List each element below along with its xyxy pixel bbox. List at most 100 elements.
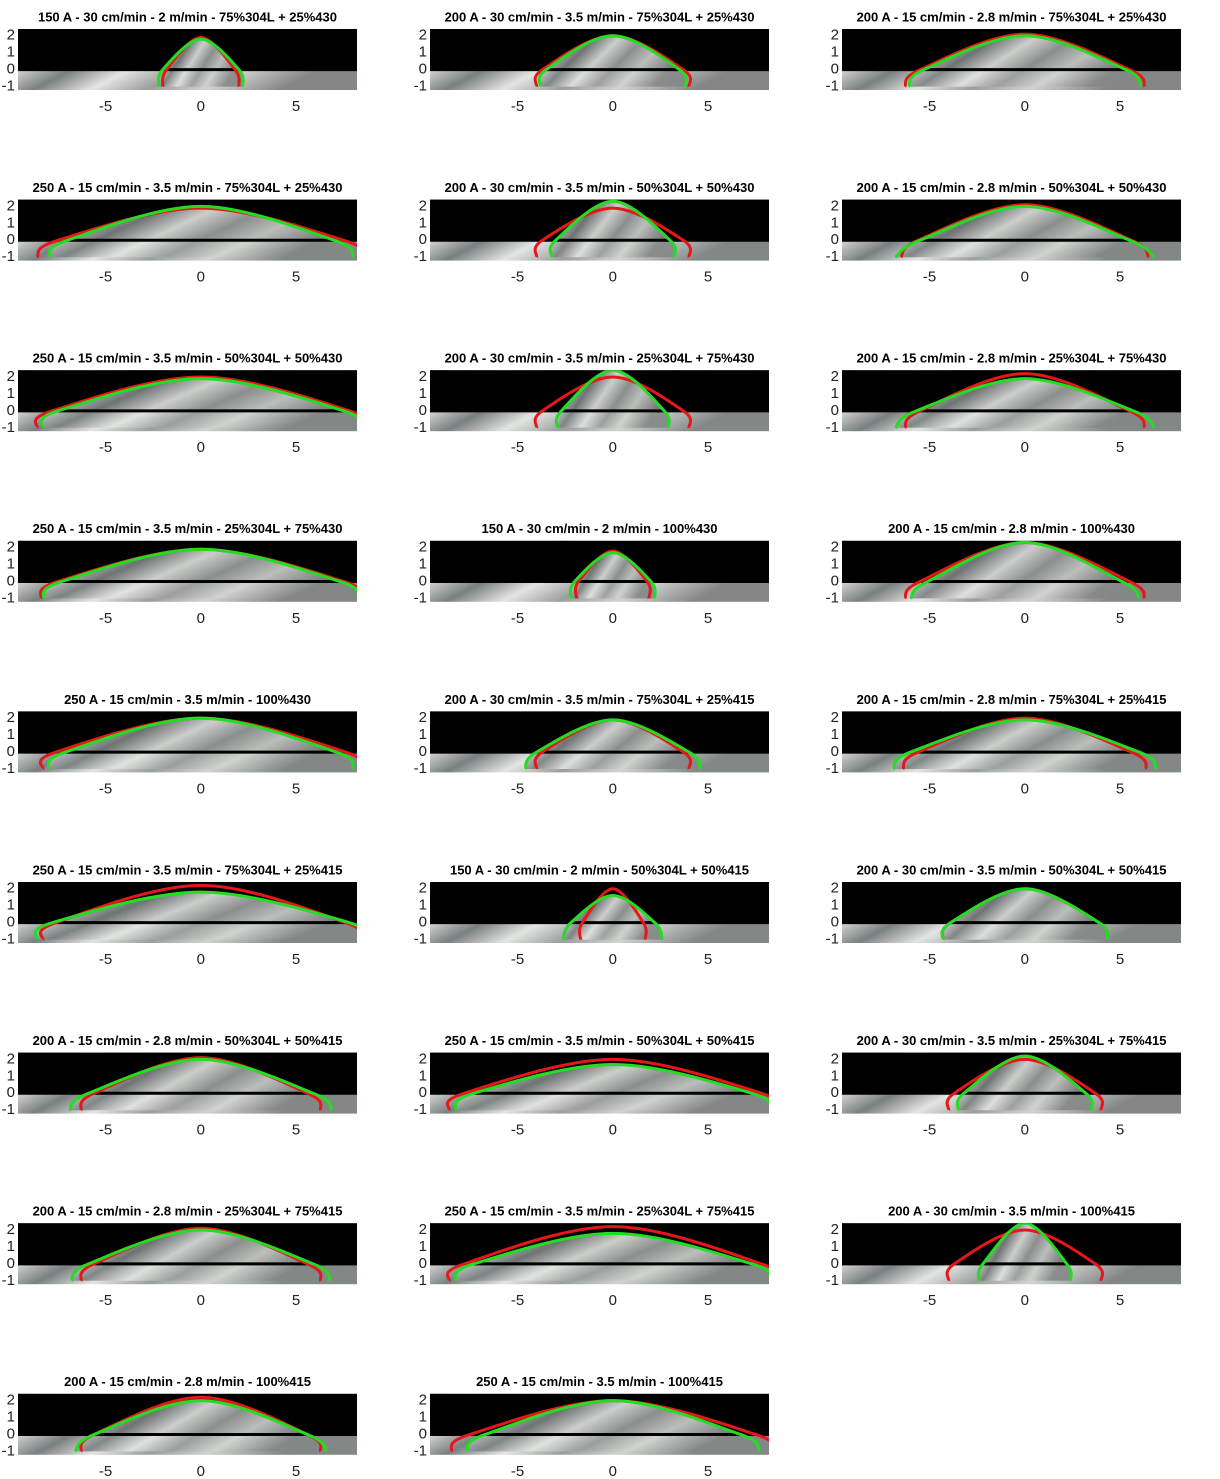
bead-profile: [907, 34, 1143, 88]
y-tick-label: -1: [826, 248, 839, 265]
y-tick-label: -1: [2, 1442, 15, 1459]
x-tick-label: -5: [99, 439, 112, 456]
panel: 200 A - 15 cm/min - 2.8 m/min - 75%304L …: [826, 692, 1181, 797]
bead-profile: [909, 540, 1141, 600]
bead-profile: [940, 887, 1110, 941]
curves: [430, 1399, 769, 1453]
bead-profile: [35, 206, 357, 259]
bead-profile: [453, 1062, 769, 1112]
panel-title: 200 A - 15 cm/min - 2.8 m/min - 100%415: [64, 1374, 311, 1389]
y-tick-label: 2: [7, 1392, 15, 1409]
y-tick-label: 2: [7, 27, 15, 44]
panel: 200 A - 15 cm/min - 2.8 m/min - 25%304L …: [2, 1204, 357, 1309]
panel-title: 150 A - 30 cm/min - 2 m/min - 50%304L + …: [450, 862, 749, 877]
y-tick-label: 0: [7, 1084, 15, 1101]
bead-fill: [454, 1233, 769, 1281]
x-tick-label: 0: [1021, 951, 1029, 968]
y-tick-label: 0: [831, 231, 839, 248]
bead-profile: [68, 1057, 334, 1112]
y-tick-label: 0: [419, 1255, 427, 1272]
x-tick-label: 0: [197, 951, 205, 968]
curves: [842, 1223, 1181, 1282]
panel-title: 200 A - 15 cm/min - 2.8 m/min - 25%304L …: [33, 1204, 343, 1219]
curves: [430, 718, 769, 770]
y-tick-label: 0: [7, 914, 15, 931]
x-tick-label: -5: [99, 1122, 112, 1139]
panel-title: 200 A - 15 cm/min - 2.8 m/min - 75%304L …: [857, 692, 1167, 707]
x-tick-label: 0: [609, 1122, 617, 1139]
curves: [430, 1225, 769, 1282]
panel: 200 A - 15 cm/min - 2.8 m/min - 75%304L …: [826, 9, 1181, 115]
panel: 150 A - 30 cm/min - 2 m/min - 100%430-10…: [414, 521, 769, 627]
panel-title: 250 A - 15 cm/min - 3.5 m/min - 25%304L …: [33, 521, 343, 536]
x-tick-label: 5: [1116, 439, 1124, 456]
x-tick-label: 5: [704, 98, 712, 115]
x-tick-label: -5: [923, 610, 936, 627]
curves: [842, 716, 1181, 771]
y-tick-label: 1: [831, 897, 839, 914]
bead-fill: [942, 888, 1108, 940]
y-tick-label: 0: [419, 572, 427, 589]
x-tick-label: 0: [197, 1292, 205, 1309]
bead-fill: [893, 719, 1157, 770]
bead-profile: [955, 1054, 1094, 1111]
bead-fill: [525, 719, 701, 770]
curves: [430, 199, 769, 258]
panel-title: 200 A - 15 cm/min - 2.8 m/min - 75%304L …: [857, 9, 1167, 24]
x-tick-label: 0: [609, 439, 617, 456]
y-tick-label: 0: [831, 572, 839, 589]
y-tick-label: 2: [831, 1221, 839, 1238]
x-tick-label: 0: [609, 1292, 617, 1309]
bead-profile: [33, 890, 357, 941]
y-tick-label: 1: [419, 726, 427, 743]
panel-title: 250 A - 15 cm/min - 3.5 m/min - 75%304L …: [33, 862, 343, 877]
bead-fill: [158, 39, 244, 87]
y-tick-label: -1: [826, 931, 839, 948]
panel: 200 A - 30 cm/min - 3.5 m/min - 100%415 -…: [826, 1204, 1181, 1309]
panel: 200 A - 30 cm/min - 3.5 m/min - 50%304L …: [826, 862, 1181, 968]
y-tick-label: 1: [419, 214, 427, 231]
y-tick-label: 1: [419, 44, 427, 61]
y-tick-label: 2: [7, 1050, 15, 1067]
panel: 150 A - 30 cm/min - 2 m/min - 75%304L + …: [2, 9, 357, 115]
bead-profile: [976, 1223, 1073, 1282]
x-tick-label: 5: [704, 1463, 712, 1479]
y-tick-label: -1: [414, 248, 427, 265]
x-tick-label: 0: [197, 780, 205, 797]
y-tick-label: -1: [2, 589, 15, 606]
y-tick-label: -1: [414, 760, 427, 777]
panel-title: 200 A - 30 cm/min - 3.5 m/min - 100%415: [888, 1204, 1135, 1219]
y-tick-label: 0: [831, 914, 839, 931]
bead-profile: [945, 1057, 1105, 1111]
y-tick-label: -1: [826, 1272, 839, 1289]
y-tick-label: 2: [7, 539, 15, 556]
y-tick-label: -1: [2, 78, 15, 95]
panel-title: 200 A - 30 cm/min - 3.5 m/min - 75%304L …: [445, 692, 755, 707]
x-tick-label: 5: [704, 1122, 712, 1139]
x-tick-label: 0: [1021, 98, 1029, 115]
x-tick-label: 5: [704, 439, 712, 456]
bead-profile: [38, 883, 357, 941]
y-tick-label: 1: [419, 897, 427, 914]
bead-profile: [156, 37, 245, 87]
bead-profile: [73, 1399, 328, 1453]
y-tick-label: 2: [7, 368, 15, 385]
bead-profile: [573, 549, 652, 599]
x-tick-label: -5: [511, 1463, 524, 1479]
panel-title: 200 A - 30 cm/min - 3.5 m/min - 25%304L …: [445, 351, 755, 366]
bead-profile: [894, 377, 1156, 429]
x-tick-label: -5: [99, 98, 112, 115]
bead-profile: [901, 716, 1149, 771]
panel: 200 A - 30 cm/min - 3.5 m/min - 25%304L …: [826, 1033, 1181, 1139]
bead-fill: [48, 206, 354, 258]
bead-profile: [79, 1056, 323, 1112]
panel: 200 A - 15 cm/min - 2.8 m/min - 100%430 -…: [826, 521, 1181, 627]
x-tick-label: 0: [197, 98, 205, 115]
x-tick-label: -5: [99, 1463, 112, 1479]
bead-fill: [48, 718, 354, 770]
x-tick-label: 5: [292, 951, 300, 968]
bead-profile: [548, 199, 677, 258]
curves: [18, 547, 357, 600]
bead-profile: [47, 204, 355, 259]
bead-profile: [453, 1231, 769, 1282]
